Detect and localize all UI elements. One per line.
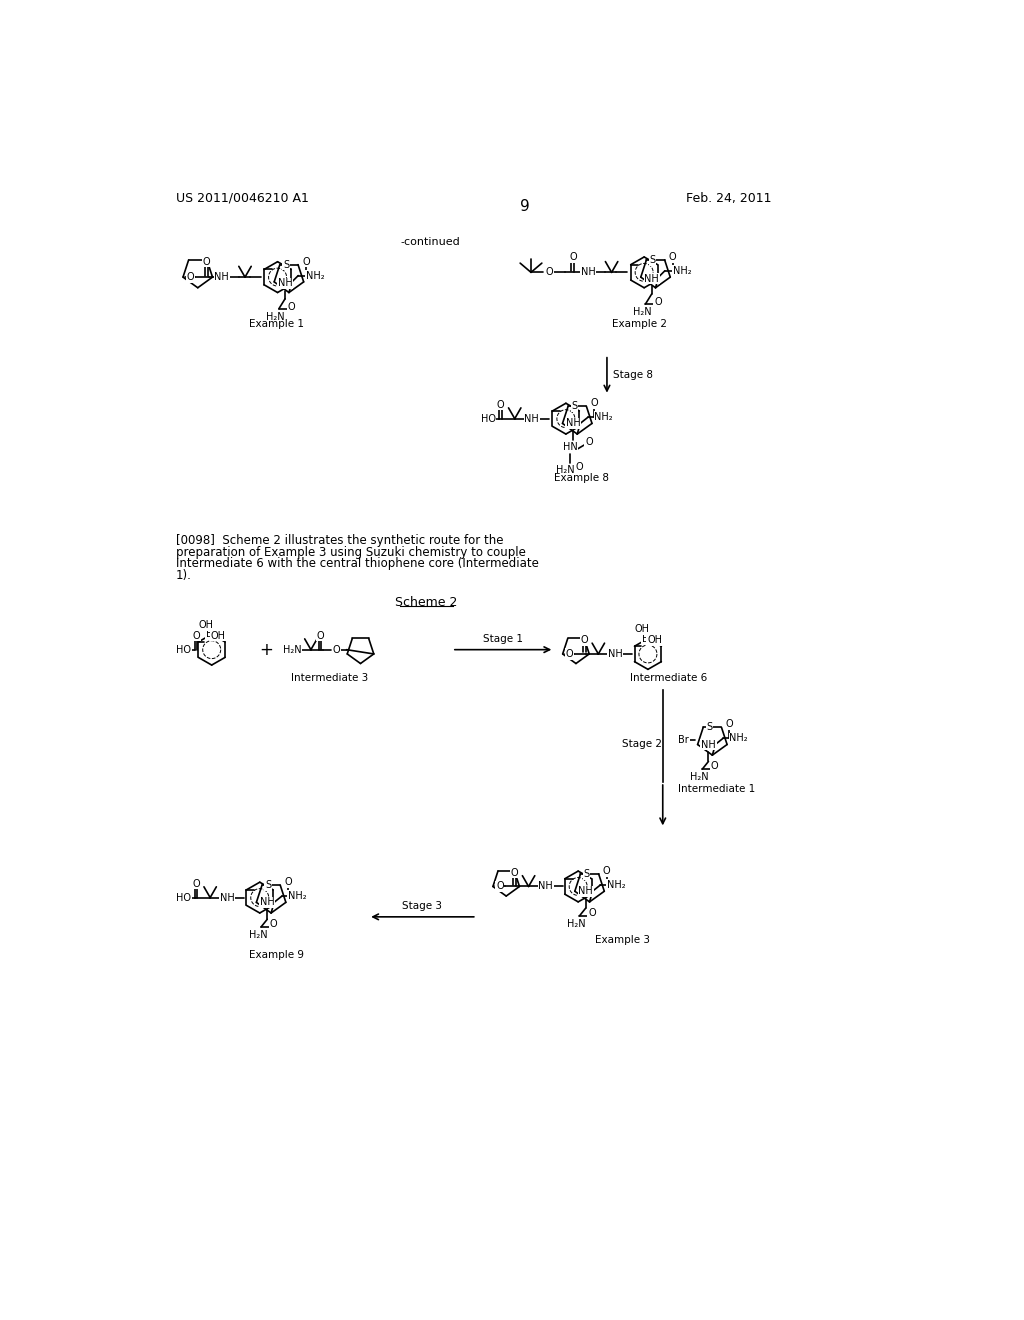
Text: NH: NH bbox=[214, 272, 229, 282]
Text: Example 1: Example 1 bbox=[249, 318, 304, 329]
Text: O: O bbox=[193, 879, 200, 888]
Text: H₂N: H₂N bbox=[556, 465, 574, 475]
Text: OH: OH bbox=[635, 624, 650, 635]
Text: S: S bbox=[584, 869, 590, 879]
Text: O: O bbox=[333, 644, 340, 655]
Text: Feb. 24, 2011: Feb. 24, 2011 bbox=[686, 191, 771, 205]
Text: O: O bbox=[193, 631, 200, 640]
Text: HO: HO bbox=[176, 644, 191, 655]
Text: Example 9: Example 9 bbox=[249, 950, 304, 960]
Text: S: S bbox=[283, 260, 289, 269]
Text: O: O bbox=[711, 762, 719, 771]
Text: O: O bbox=[603, 866, 610, 876]
Text: Intermediate 6: Intermediate 6 bbox=[631, 673, 708, 682]
Text: 1).: 1). bbox=[176, 569, 191, 582]
Text: H₂N: H₂N bbox=[567, 919, 586, 928]
Text: NH: NH bbox=[539, 882, 553, 891]
Text: NH: NH bbox=[581, 268, 596, 277]
Text: Example 3: Example 3 bbox=[595, 935, 650, 945]
Text: H₂N: H₂N bbox=[283, 644, 302, 655]
Text: O: O bbox=[581, 635, 588, 645]
Text: O: O bbox=[591, 399, 598, 408]
Text: HO: HO bbox=[176, 892, 191, 903]
Text: OH: OH bbox=[199, 620, 214, 630]
Text: O: O bbox=[203, 256, 210, 267]
Text: NH₂: NH₂ bbox=[606, 880, 626, 890]
Text: Stage 8: Stage 8 bbox=[613, 370, 653, 380]
Text: O: O bbox=[575, 462, 584, 471]
Text: NH: NH bbox=[579, 886, 593, 896]
Text: Br: Br bbox=[678, 735, 689, 744]
Text: S: S bbox=[265, 880, 271, 890]
Text: Intermediate 1: Intermediate 1 bbox=[678, 784, 756, 795]
Text: O: O bbox=[316, 631, 324, 640]
Text: H₂N: H₂N bbox=[266, 312, 285, 322]
Text: H₂N: H₂N bbox=[249, 929, 267, 940]
Text: NH: NH bbox=[644, 273, 659, 284]
Text: B: B bbox=[642, 634, 649, 644]
Text: Intermediate 3: Intermediate 3 bbox=[291, 673, 368, 682]
Text: S: S bbox=[571, 401, 578, 412]
Text: -continued: -continued bbox=[400, 236, 460, 247]
Text: [0098]  Scheme 2 illustrates the synthetic route for the: [0098] Scheme 2 illustrates the syntheti… bbox=[176, 535, 504, 548]
Text: H₂N: H₂N bbox=[633, 306, 651, 317]
Text: O: O bbox=[569, 252, 577, 261]
Text: Stage 2: Stage 2 bbox=[623, 739, 663, 748]
Text: Intermediate 6 with the central thiophene core (Intermediate: Intermediate 6 with the central thiophen… bbox=[176, 557, 539, 570]
Text: O: O bbox=[546, 268, 553, 277]
Text: S: S bbox=[649, 255, 655, 265]
Text: O: O bbox=[588, 908, 596, 917]
Text: NH₂: NH₂ bbox=[288, 891, 307, 902]
Text: NH: NH bbox=[260, 898, 274, 907]
Text: H₂N: H₂N bbox=[690, 772, 709, 781]
Text: S: S bbox=[707, 722, 713, 733]
Text: preparation of Example 3 using Suzuki chemistry to couple: preparation of Example 3 using Suzuki ch… bbox=[176, 545, 526, 558]
Text: O: O bbox=[669, 252, 677, 261]
Text: NH: NH bbox=[701, 739, 716, 750]
Text: Stage 1: Stage 1 bbox=[483, 634, 523, 644]
Text: +: + bbox=[259, 640, 272, 659]
Text: NH: NH bbox=[278, 279, 293, 288]
Text: O: O bbox=[497, 400, 505, 409]
Text: O: O bbox=[585, 437, 593, 447]
Text: OH: OH bbox=[647, 635, 663, 645]
Text: Scheme 2: Scheme 2 bbox=[395, 595, 458, 609]
Text: NH: NH bbox=[220, 892, 234, 903]
Text: NH: NH bbox=[608, 649, 623, 659]
Text: O: O bbox=[285, 878, 292, 887]
Text: O: O bbox=[566, 649, 573, 659]
Text: Example 8: Example 8 bbox=[554, 473, 609, 483]
Text: O: O bbox=[302, 256, 310, 267]
Text: 9: 9 bbox=[520, 198, 529, 214]
Text: B: B bbox=[206, 630, 213, 639]
Text: NH₂: NH₂ bbox=[673, 265, 691, 276]
Text: NH₂: NH₂ bbox=[729, 733, 748, 743]
Text: O: O bbox=[511, 867, 518, 878]
Text: O: O bbox=[288, 301, 295, 312]
Text: NH₂: NH₂ bbox=[306, 271, 325, 281]
Text: O: O bbox=[654, 297, 662, 306]
Text: HO: HO bbox=[480, 413, 496, 424]
Text: NH: NH bbox=[524, 413, 540, 424]
Text: US 2011/0046210 A1: US 2011/0046210 A1 bbox=[176, 191, 309, 205]
Text: HN: HN bbox=[563, 441, 578, 451]
Text: O: O bbox=[269, 919, 278, 929]
Text: Example 2: Example 2 bbox=[612, 318, 667, 329]
Text: OH: OH bbox=[211, 631, 226, 640]
Text: Stage 3: Stage 3 bbox=[402, 900, 442, 911]
Text: NH: NH bbox=[566, 418, 581, 429]
Text: O: O bbox=[187, 272, 195, 282]
Text: O: O bbox=[726, 719, 733, 730]
Text: O: O bbox=[496, 882, 504, 891]
Text: NH₂: NH₂ bbox=[594, 412, 613, 422]
